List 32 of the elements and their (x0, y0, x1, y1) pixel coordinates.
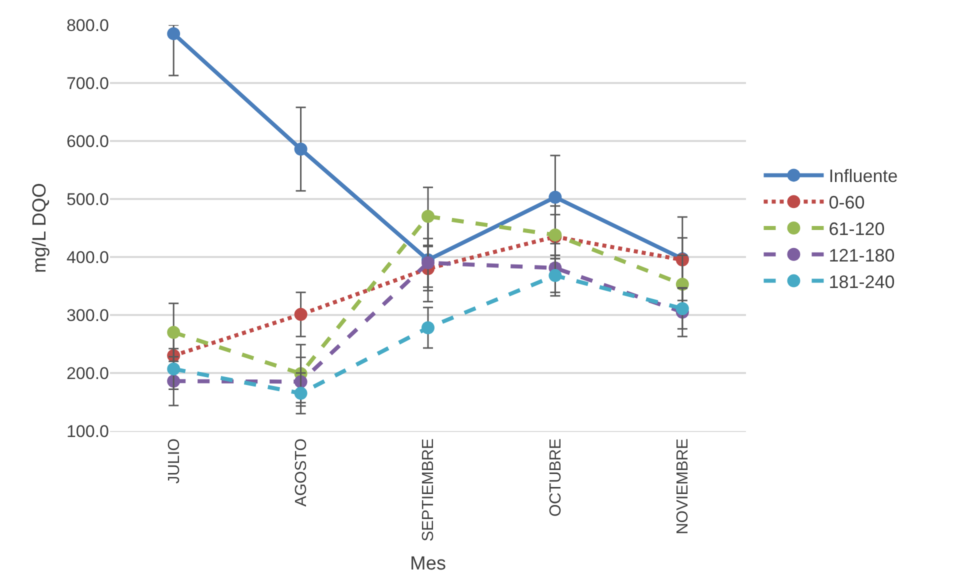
point (422, 321, 434, 334)
legend-label: 121-180 (828, 245, 895, 266)
y-tick-label: 500.0 (66, 190, 109, 209)
y-tick-label: 700.0 (66, 74, 109, 93)
legend-label: 0-60 (828, 192, 865, 213)
point (167, 27, 180, 40)
point (548, 269, 562, 282)
legend-label: 61-120 (828, 219, 885, 240)
point (422, 256, 434, 270)
x-tick-label: SEPTIEMBRE (420, 438, 438, 542)
legend-label: 181-240 (828, 272, 895, 292)
point (167, 326, 180, 339)
point (422, 210, 434, 223)
x-tick-label: OCTUBRE (547, 438, 564, 517)
y-tick-label: 800.0 (66, 16, 109, 35)
x-axis-title: Mes (410, 553, 446, 574)
y-tick-label: 100.0 (66, 422, 109, 441)
y-tick-label: 600.0 (66, 132, 109, 151)
y-tick-label: 300.0 (66, 306, 109, 325)
y-tick-label: 200.0 (66, 364, 109, 383)
y-tick-label: 400.0 (66, 248, 109, 267)
legend-label: Influente (828, 166, 898, 186)
point (294, 142, 308, 156)
point (294, 386, 308, 400)
point (548, 190, 562, 204)
point (676, 302, 689, 316)
x-tick-label: JULIO (166, 438, 183, 484)
point (294, 308, 308, 321)
x-tick-label: AGOSTO (293, 438, 310, 507)
x-tick-label: NOVIEMBRE (674, 438, 692, 534)
y-axis-title: mg/L DQO (29, 182, 50, 274)
point (167, 362, 180, 376)
